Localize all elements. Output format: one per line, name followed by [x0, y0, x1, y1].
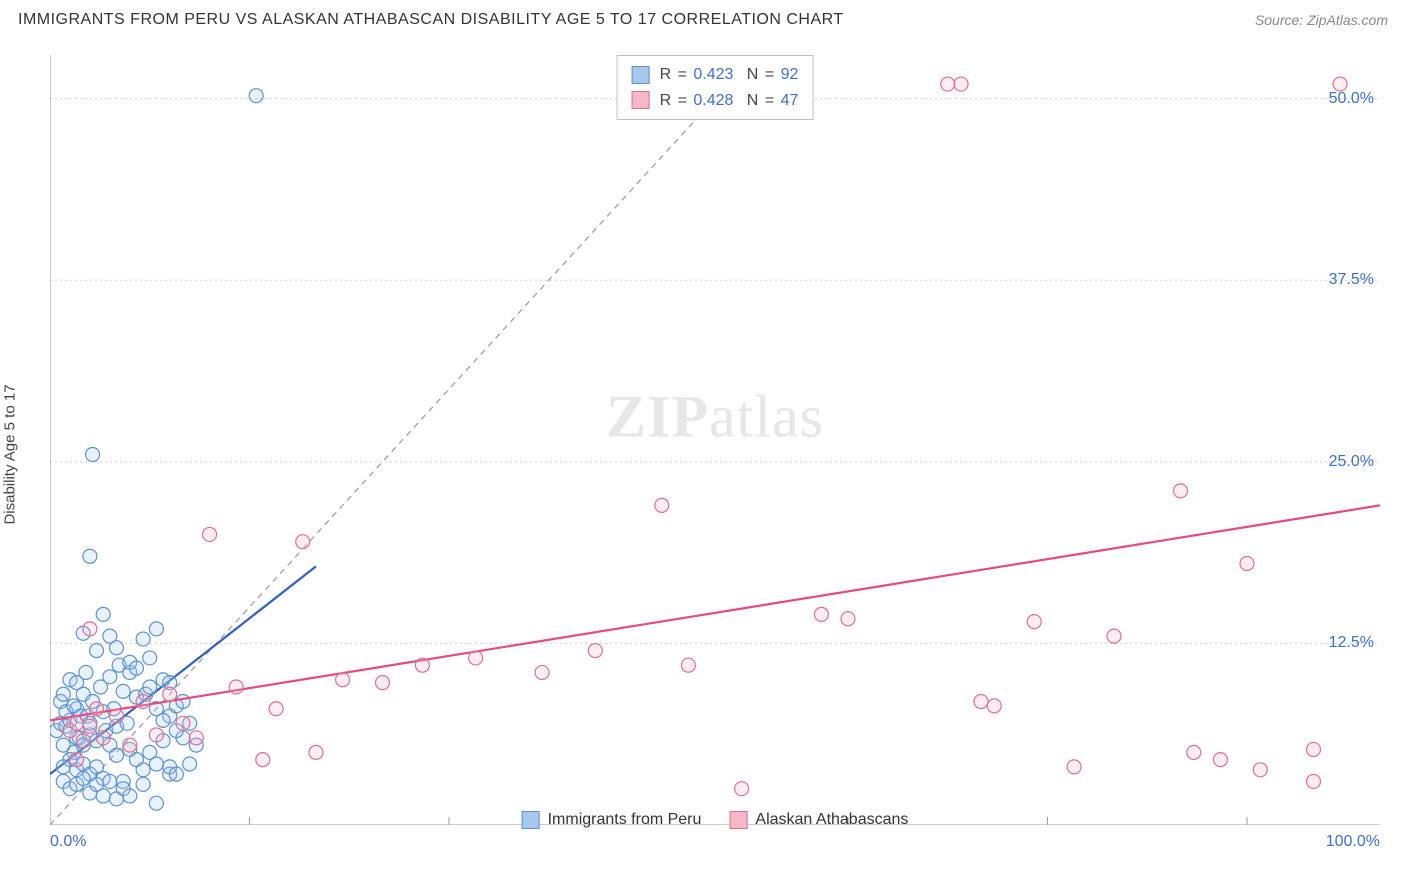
y-tick-label: 12.5% — [1329, 634, 1374, 652]
chart-title: IMMIGRANTS FROM PERU VS ALASKAN ATHABASC… — [18, 11, 844, 29]
x-tick-label-max: 100.0% — [1326, 833, 1380, 851]
y-axis-label: Disability Age 5 to 17 — [2, 384, 19, 524]
legend-row: R = 0.423 N = 92 — [632, 62, 799, 88]
y-tick-label: 50.0% — [1329, 90, 1374, 108]
legend-swatch — [632, 66, 650, 84]
chart-plot-area: ZIPatlas R = 0.423 N = 92R = 0.428 N = 4… — [50, 55, 1380, 825]
y-tick-label: 37.5% — [1329, 271, 1374, 289]
legend-row: R = 0.428 N = 47 — [632, 88, 799, 114]
series-legend-item: Immigrants from Peru — [522, 811, 702, 829]
legend-swatch — [729, 811, 747, 829]
legend-stats: R = 0.428 N = 47 — [660, 88, 799, 114]
correlation-legend: R = 0.423 N = 92R = 0.428 N = 47 — [617, 55, 814, 120]
legend-stats: R = 0.423 N = 92 — [660, 62, 799, 88]
series-legend-label: Immigrants from Peru — [548, 811, 702, 829]
legend-swatch — [522, 811, 540, 829]
scatter-chart — [50, 55, 1380, 825]
y-tick-label: 25.0% — [1329, 453, 1374, 471]
x-tick-label-min: 0.0% — [50, 833, 86, 851]
series-legend: Immigrants from Peru Alaskan Athabascans — [522, 811, 909, 829]
source-label: Source: ZipAtlas.com — [1255, 12, 1388, 28]
series-legend-item: Alaskan Athabascans — [729, 811, 908, 829]
legend-swatch — [632, 91, 650, 109]
series-legend-label: Alaskan Athabascans — [755, 811, 908, 829]
